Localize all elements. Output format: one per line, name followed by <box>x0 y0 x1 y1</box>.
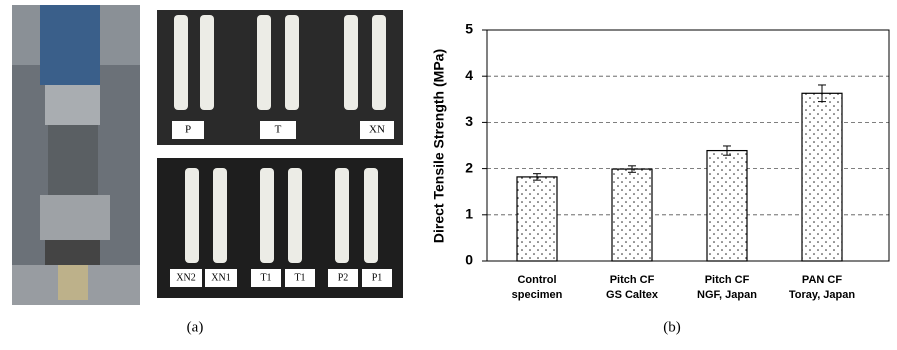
photo-label: P1 <box>372 272 383 283</box>
photo-label: T1 <box>260 272 271 283</box>
photo-label: T1 <box>294 272 305 283</box>
specimens-photo-bottom: XN2 XN1 T1 T1 P2 P1 <box>157 158 403 298</box>
specimens-photo-top: P T XN <box>157 10 403 145</box>
x-tick-label: PAN CF <box>802 274 842 286</box>
caption: (b) <box>663 319 681 335</box>
photo-label: P2 <box>338 272 349 283</box>
photo-label: XN1 <box>211 272 230 283</box>
error-bar <box>818 84 826 103</box>
photo-label: P <box>185 124 191 136</box>
y-tick-label: 5 <box>465 21 473 37</box>
caption: (a) <box>187 319 204 335</box>
photo-label: XN2 <box>176 272 195 283</box>
x-tick-label: GS Caltex <box>606 289 659 301</box>
bar <box>516 176 558 262</box>
y-tick-label: 3 <box>465 113 473 129</box>
y-tick-label: 1 <box>465 206 473 222</box>
y-tick-label: 0 <box>465 252 473 268</box>
y-axis-label: Direct Tensile Strength (MPa) <box>431 49 447 243</box>
bar <box>801 92 843 262</box>
plot-frame <box>486 29 890 262</box>
x-tick-label: Pitch CF <box>610 274 655 286</box>
bar <box>611 168 653 262</box>
error-bar <box>723 145 731 156</box>
photo-label: T <box>275 124 282 136</box>
x-tick-label: Pitch CF <box>705 274 750 286</box>
error-bar <box>628 165 636 173</box>
machine-photo <box>12 5 140 305</box>
y-tick-label: 4 <box>465 67 473 83</box>
bar <box>706 149 748 262</box>
y-tick-label: 2 <box>465 159 473 175</box>
error-bar <box>533 173 541 181</box>
photo-label: XN <box>369 124 385 136</box>
x-tick-label: specimen <box>512 289 563 301</box>
x-tick-label: NGF, Japan <box>697 289 757 301</box>
x-tick-label: Control <box>517 274 556 286</box>
x-tick-label: Toray, Japan <box>789 289 856 301</box>
